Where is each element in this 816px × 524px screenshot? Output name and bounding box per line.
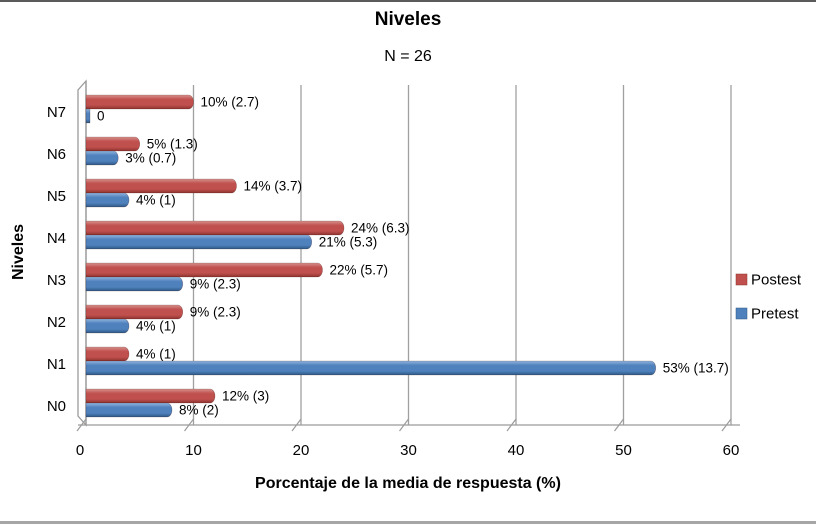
data-label: 4% (1) bbox=[136, 193, 176, 208]
bar-pretest bbox=[85, 108, 91, 124]
bar-postest bbox=[85, 220, 345, 236]
category-label: N4 bbox=[47, 230, 66, 247]
data-label: 0 bbox=[97, 109, 105, 124]
category-label: N6 bbox=[47, 146, 66, 163]
data-label: 9% (2.3) bbox=[190, 277, 241, 292]
axis-tick bbox=[614, 418, 624, 432]
category-label: N2 bbox=[47, 314, 66, 331]
bar-pretest bbox=[85, 402, 173, 418]
chart-title: Niveles bbox=[374, 9, 442, 30]
data-label: 4% (1) bbox=[136, 347, 176, 362]
tick-label: 50 bbox=[615, 442, 632, 459]
bar-postest bbox=[85, 136, 141, 152]
bar-pretest bbox=[85, 276, 184, 292]
data-label: 4% (1) bbox=[136, 319, 176, 334]
axis-tick bbox=[721, 418, 732, 432]
bar-postest bbox=[85, 178, 237, 194]
chart-subtitle: N = 26 bbox=[384, 48, 432, 65]
axis-tick bbox=[291, 418, 302, 432]
axis-tick bbox=[184, 418, 194, 432]
category-label: N3 bbox=[47, 272, 66, 289]
category-label: N1 bbox=[47, 356, 66, 373]
data-label: 5% (1.3) bbox=[147, 137, 198, 152]
tick-label: 30 bbox=[400, 442, 417, 459]
category-label: N7 bbox=[47, 104, 66, 121]
bar-postest bbox=[85, 94, 194, 110]
data-label: 8% (2) bbox=[179, 403, 219, 418]
bar-pretest bbox=[85, 318, 130, 334]
tick-label: 60 bbox=[723, 442, 740, 459]
category-label: N0 bbox=[47, 398, 66, 415]
bar-postest bbox=[85, 346, 130, 362]
data-label: 9% (2.3) bbox=[190, 305, 241, 320]
bar-pretest bbox=[85, 150, 119, 166]
axis-tick bbox=[76, 418, 87, 432]
category-label: N5 bbox=[47, 188, 66, 205]
tick-label: 10 bbox=[185, 442, 202, 459]
bar-postest bbox=[85, 304, 184, 320]
legend-swatch bbox=[735, 273, 748, 286]
legend-label: Postest bbox=[751, 272, 802, 289]
left-wall bbox=[77, 79, 87, 427]
axis-tick bbox=[506, 418, 517, 432]
data-label: 14% (3.7) bbox=[244, 179, 303, 194]
axis-tick bbox=[399, 418, 409, 432]
data-label: 21% (5.3) bbox=[319, 235, 378, 250]
data-label: 3% (0.7) bbox=[125, 151, 176, 166]
tick-label: 40 bbox=[508, 442, 525, 459]
bar-pretest bbox=[85, 360, 657, 376]
data-label: 12% (3) bbox=[222, 389, 269, 404]
tick-label: 20 bbox=[293, 442, 310, 459]
x-axis-title: Porcentaje de la media de respuesta (%) bbox=[255, 475, 561, 492]
bar-pretest bbox=[85, 192, 130, 208]
bar-pretest bbox=[85, 234, 313, 250]
legend-label: Pretest bbox=[751, 306, 799, 323]
data-label: 22% (5.7) bbox=[330, 263, 389, 278]
data-label: 24% (6.3) bbox=[351, 221, 410, 236]
legend-swatch bbox=[735, 307, 748, 320]
bar-postest bbox=[85, 388, 216, 404]
bar-postest bbox=[85, 262, 323, 278]
tick-label: 0 bbox=[76, 442, 84, 459]
data-label: 10% (2.7) bbox=[201, 95, 260, 110]
data-label: 53% (13.7) bbox=[663, 361, 729, 376]
